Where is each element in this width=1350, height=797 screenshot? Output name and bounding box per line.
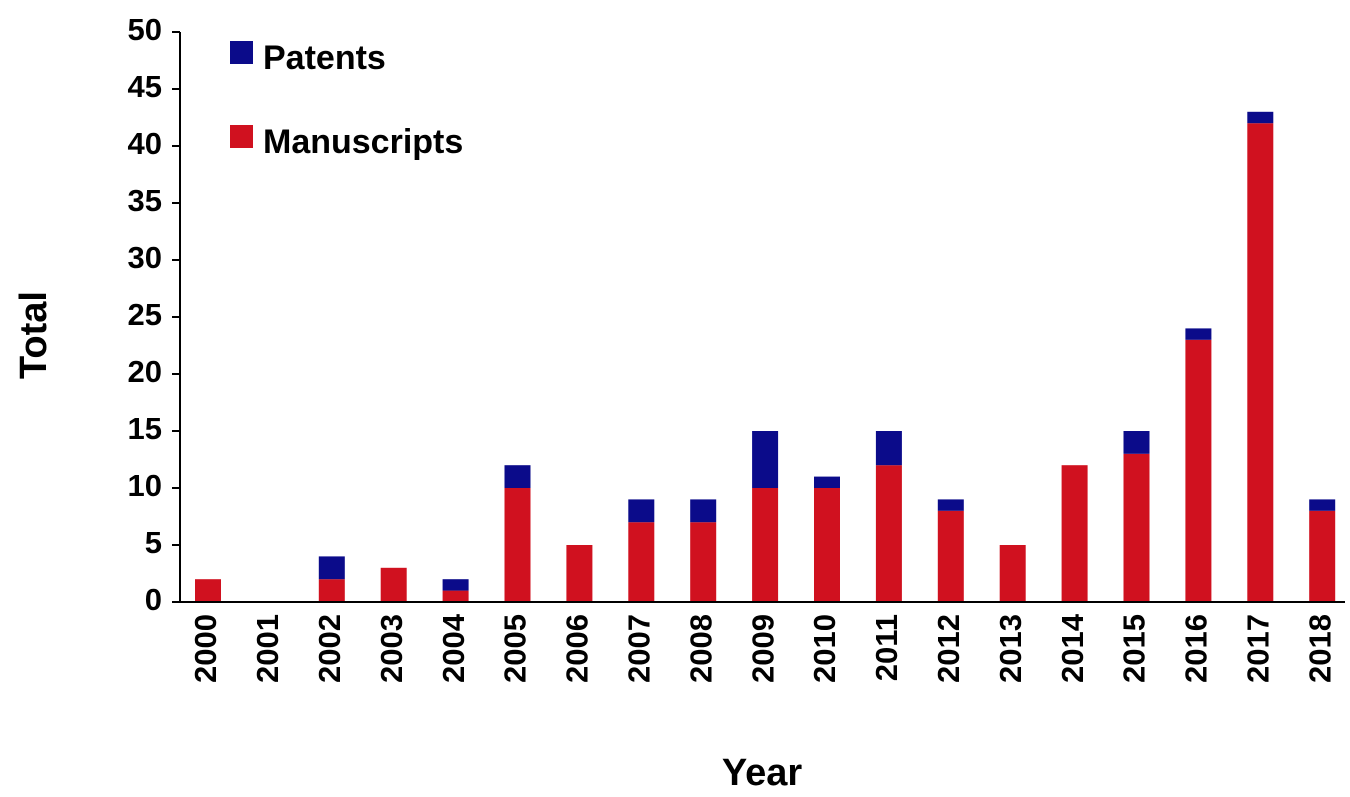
x-tick-label: 2007: [621, 614, 656, 683]
y-tick-label: 45: [128, 69, 162, 104]
bar-segment: [318, 579, 345, 602]
x-tick-label: 2006: [560, 614, 595, 683]
y-tick-label: 40: [128, 126, 162, 161]
x-tick-label: 2015: [1117, 614, 1152, 683]
legend-swatch: [230, 41, 253, 64]
bar-segment: [504, 465, 531, 488]
x-tick-label: 2011: [869, 614, 904, 681]
y-tick-label: 50: [128, 12, 162, 47]
bar-segment: [1123, 431, 1150, 454]
bar-segment: [1061, 465, 1088, 602]
x-tick-label: 2014: [1055, 613, 1090, 683]
legend-label: Manuscripts: [263, 123, 463, 161]
x-tick-label: 2003: [374, 614, 409, 683]
bar-segment: [380, 567, 407, 602]
bar-segment: [690, 499, 717, 523]
x-tick-label: 2009: [745, 614, 780, 683]
bar-segment: [442, 579, 469, 591]
bar-segment: [752, 431, 779, 488]
bar-segment: [628, 522, 655, 602]
bar-segment: [875, 431, 902, 466]
bar-segment: [442, 590, 469, 602]
bar-segment: [937, 499, 964, 511]
bar-segment: [1247, 123, 1274, 602]
bar-segment: [628, 499, 655, 523]
y-tick-label: 25: [128, 297, 162, 332]
bar-segment: [999, 545, 1026, 602]
legend-label: Patents: [263, 39, 386, 77]
x-tick-label: 2010: [807, 614, 842, 683]
x-tick-label: 2016: [1179, 614, 1214, 683]
x-tick-label: 2002: [312, 614, 347, 683]
x-tick-label: 2005: [498, 614, 533, 683]
bar-segment: [1309, 499, 1336, 511]
y-tick-label: 5: [145, 525, 162, 560]
bar-segment: [937, 510, 964, 602]
x-tick-label: 2001: [250, 614, 285, 683]
y-tick-label: 15: [128, 411, 162, 446]
y-tick-label: 20: [128, 354, 162, 389]
y-axis-title: Total: [13, 291, 55, 379]
y-tick-label: 0: [145, 582, 162, 617]
x-tick-label: 2008: [683, 614, 718, 683]
bar-segment: [1123, 453, 1150, 602]
bar-segment: [195, 579, 221, 602]
bar-segment: [504, 488, 531, 602]
x-tick-label: 2018: [1302, 614, 1337, 683]
legend-swatch: [230, 125, 253, 148]
bar-segment: [566, 545, 593, 602]
bar-segment: [318, 556, 345, 580]
x-tick-label: 2000: [188, 614, 223, 683]
bar-segment: [875, 465, 902, 602]
x-tick-label: 2012: [931, 614, 966, 683]
y-tick-label: 10: [128, 468, 162, 503]
bar-segment: [690, 522, 717, 602]
bar-segment: [814, 488, 840, 602]
bar-segment: [1185, 339, 1212, 602]
bar-segment: [752, 488, 779, 602]
bar-segment: [1309, 510, 1336, 602]
x-tick-label: 2004: [436, 613, 471, 683]
y-tick-label: 30: [128, 240, 162, 275]
x-axis-title: Year: [722, 752, 803, 794]
x-tick-label: 2013: [993, 614, 1028, 683]
bar-segment: [1185, 328, 1212, 340]
bar-segment: [1247, 111, 1274, 124]
bar-segment: [814, 476, 840, 488]
x-tick-label: 2017: [1240, 614, 1275, 683]
y-tick-label: 35: [128, 183, 162, 218]
